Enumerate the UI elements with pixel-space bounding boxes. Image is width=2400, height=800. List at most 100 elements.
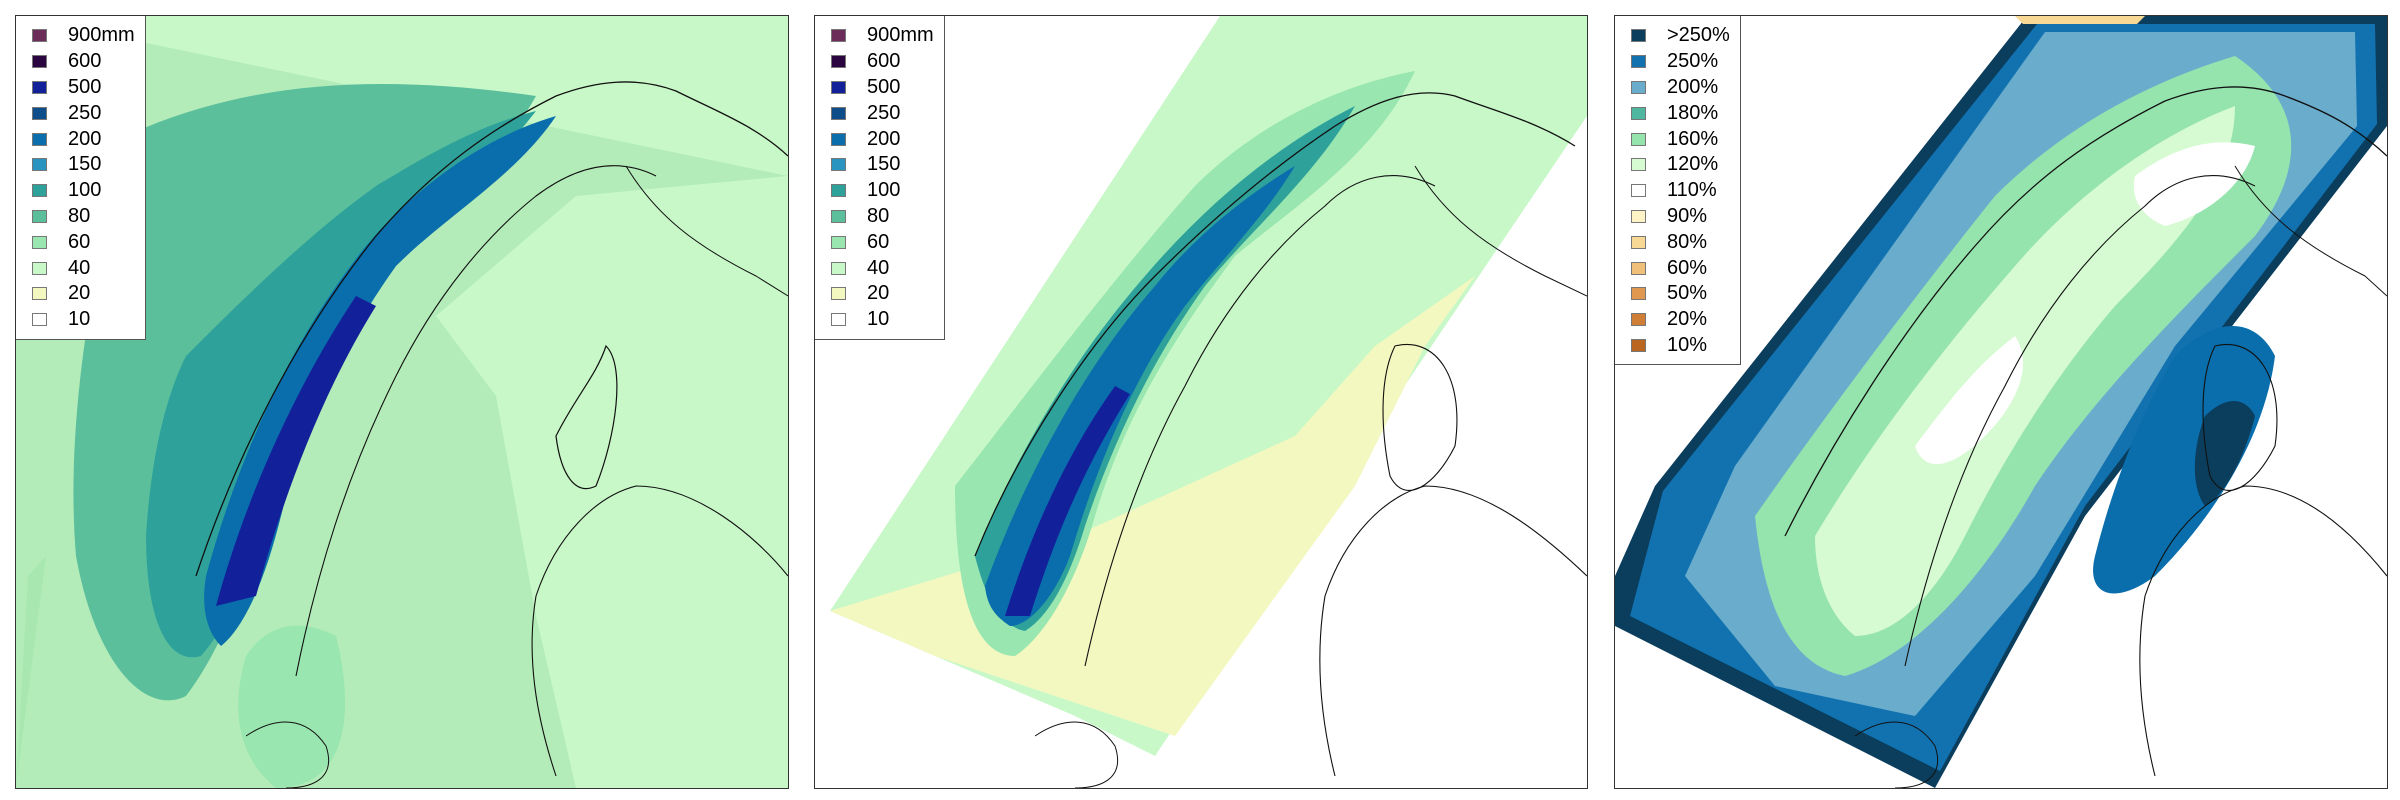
- legend-label: 150: [867, 153, 901, 176]
- legend-label: 80%: [1667, 230, 1708, 253]
- legend-swatch: [1631, 55, 1646, 69]
- legend-swatch: [831, 261, 846, 275]
- legend-item: 120%: [1631, 152, 1730, 178]
- legend-label: 20%: [1667, 308, 1708, 331]
- legend-swatch: [32, 158, 47, 172]
- legend-item: 10%: [1631, 333, 1730, 359]
- legend-item: 60%: [1631, 255, 1730, 281]
- legend-swatch: [1631, 261, 1646, 275]
- legend-item: 200: [32, 126, 135, 152]
- legend-label: 250%: [1667, 50, 1719, 73]
- legend-swatch: [1631, 184, 1646, 198]
- legend-swatch: [831, 55, 846, 69]
- legend-item: 900mm: [32, 23, 135, 49]
- legend-panel-2: 900mm 600 500 250 200 150 100 80 60 40 2…: [815, 16, 945, 340]
- legend-item: 110%: [1631, 178, 1730, 204]
- legend-swatch: [831, 184, 846, 198]
- relative-difference-map: [1615, 16, 2387, 788]
- legend-item: 160%: [1631, 126, 1730, 152]
- legend-label: 150: [68, 153, 102, 176]
- legend-label: 10: [68, 308, 91, 331]
- legend-swatch: [831, 313, 846, 327]
- legend-swatch: [831, 106, 846, 120]
- legend-label: 900mm: [68, 24, 135, 47]
- legend-swatch: [831, 158, 846, 172]
- legend-item: 250: [831, 100, 934, 126]
- legend-label: 80: [867, 204, 890, 227]
- legend-label: 90%: [1667, 204, 1708, 227]
- map-panel-2[interactable]: 900mm 600 500 250 200 150 100 80 60 40 2…: [814, 15, 1588, 789]
- legend-swatch: [831, 80, 846, 94]
- legend-swatch: [831, 287, 846, 301]
- legend-item: 150: [831, 152, 934, 178]
- legend-swatch: [1631, 209, 1646, 223]
- legend-item: 200: [831, 126, 934, 152]
- legend-label: 500: [68, 75, 102, 98]
- legend-label: 20: [68, 282, 91, 305]
- legend-swatch: [32, 287, 47, 301]
- legend-item: 80: [831, 204, 934, 230]
- legend-label: 200%: [1667, 75, 1719, 98]
- legend-item: 80: [32, 204, 135, 230]
- legend-label: 40: [68, 256, 91, 279]
- legend-label: 500: [867, 75, 901, 98]
- legend-swatch: [831, 132, 846, 146]
- legend-swatch: [32, 184, 47, 198]
- legend-item: 180%: [1631, 100, 1730, 126]
- legend-item: 20: [32, 281, 135, 307]
- legend-swatch: [1631, 80, 1646, 94]
- legend-label: 110%: [1667, 179, 1717, 202]
- legend-swatch: [32, 106, 47, 120]
- legend-item: 80%: [1631, 229, 1730, 255]
- map-panel-3[interactable]: >250% 250% 200% 180% 160% 120% 110% 90% …: [1614, 15, 2388, 789]
- legend-label: 40: [867, 256, 890, 279]
- legend-item: 500: [831, 75, 934, 101]
- legend-swatch: [32, 261, 47, 275]
- legend-item: 600: [32, 49, 135, 75]
- legend-label: 50%: [1667, 282, 1708, 305]
- legend-item: 900mm: [831, 23, 934, 49]
- legend-item: 20%: [1631, 307, 1730, 333]
- legend-swatch: [32, 209, 47, 223]
- precipitation-map-full-domain: [16, 16, 788, 788]
- legend-label: 180%: [1667, 101, 1719, 124]
- legend-label: 200: [867, 127, 901, 150]
- legend-item: >250%: [1631, 23, 1730, 49]
- legend-label: 160%: [1667, 127, 1719, 150]
- map-panel-1[interactable]: 900mm 600 500 250 200 150 100 80 60 40 2…: [15, 15, 789, 789]
- legend-item: 40: [831, 255, 934, 281]
- legend-swatch: [1631, 106, 1646, 120]
- legend-panel-3: >250% 250% 200% 180% 160% 120% 110% 90% …: [1615, 16, 1741, 366]
- legend-item: 40: [32, 255, 135, 281]
- legend-swatch: [1631, 287, 1646, 301]
- legend-label: 20: [867, 282, 890, 305]
- legend-item: 600: [831, 49, 934, 75]
- legend-item: 50%: [1631, 281, 1730, 307]
- legend-label: 60: [68, 230, 91, 253]
- legend-label: 200: [68, 127, 102, 150]
- legend-swatch: [32, 55, 47, 69]
- legend-item: 150: [32, 152, 135, 178]
- legend-swatch: [1631, 158, 1646, 172]
- legend-item: 60: [831, 229, 934, 255]
- legend-label: 600: [867, 50, 901, 73]
- legend-label: 80: [68, 204, 91, 227]
- legend-item: 250%: [1631, 49, 1730, 75]
- legend-label: 120%: [1667, 153, 1719, 176]
- legend-swatch: [32, 235, 47, 249]
- legend-item: 90%: [1631, 204, 1730, 230]
- legend-label: 100: [867, 179, 901, 202]
- legend-label: 10%: [1667, 333, 1708, 356]
- legend-label: 100: [68, 179, 102, 202]
- legend-swatch: [32, 313, 47, 327]
- legend-item: 250: [32, 100, 135, 126]
- legend-swatch: [1631, 313, 1646, 327]
- legend-label: 60: [867, 230, 890, 253]
- legend-label: 600: [68, 50, 102, 73]
- legend-swatch: [831, 235, 846, 249]
- legend-swatch: [32, 80, 47, 94]
- legend-swatch: [1631, 338, 1646, 352]
- legend-swatch: [1631, 29, 1646, 43]
- legend-item: 500: [32, 75, 135, 101]
- legend-label: 60%: [1667, 256, 1708, 279]
